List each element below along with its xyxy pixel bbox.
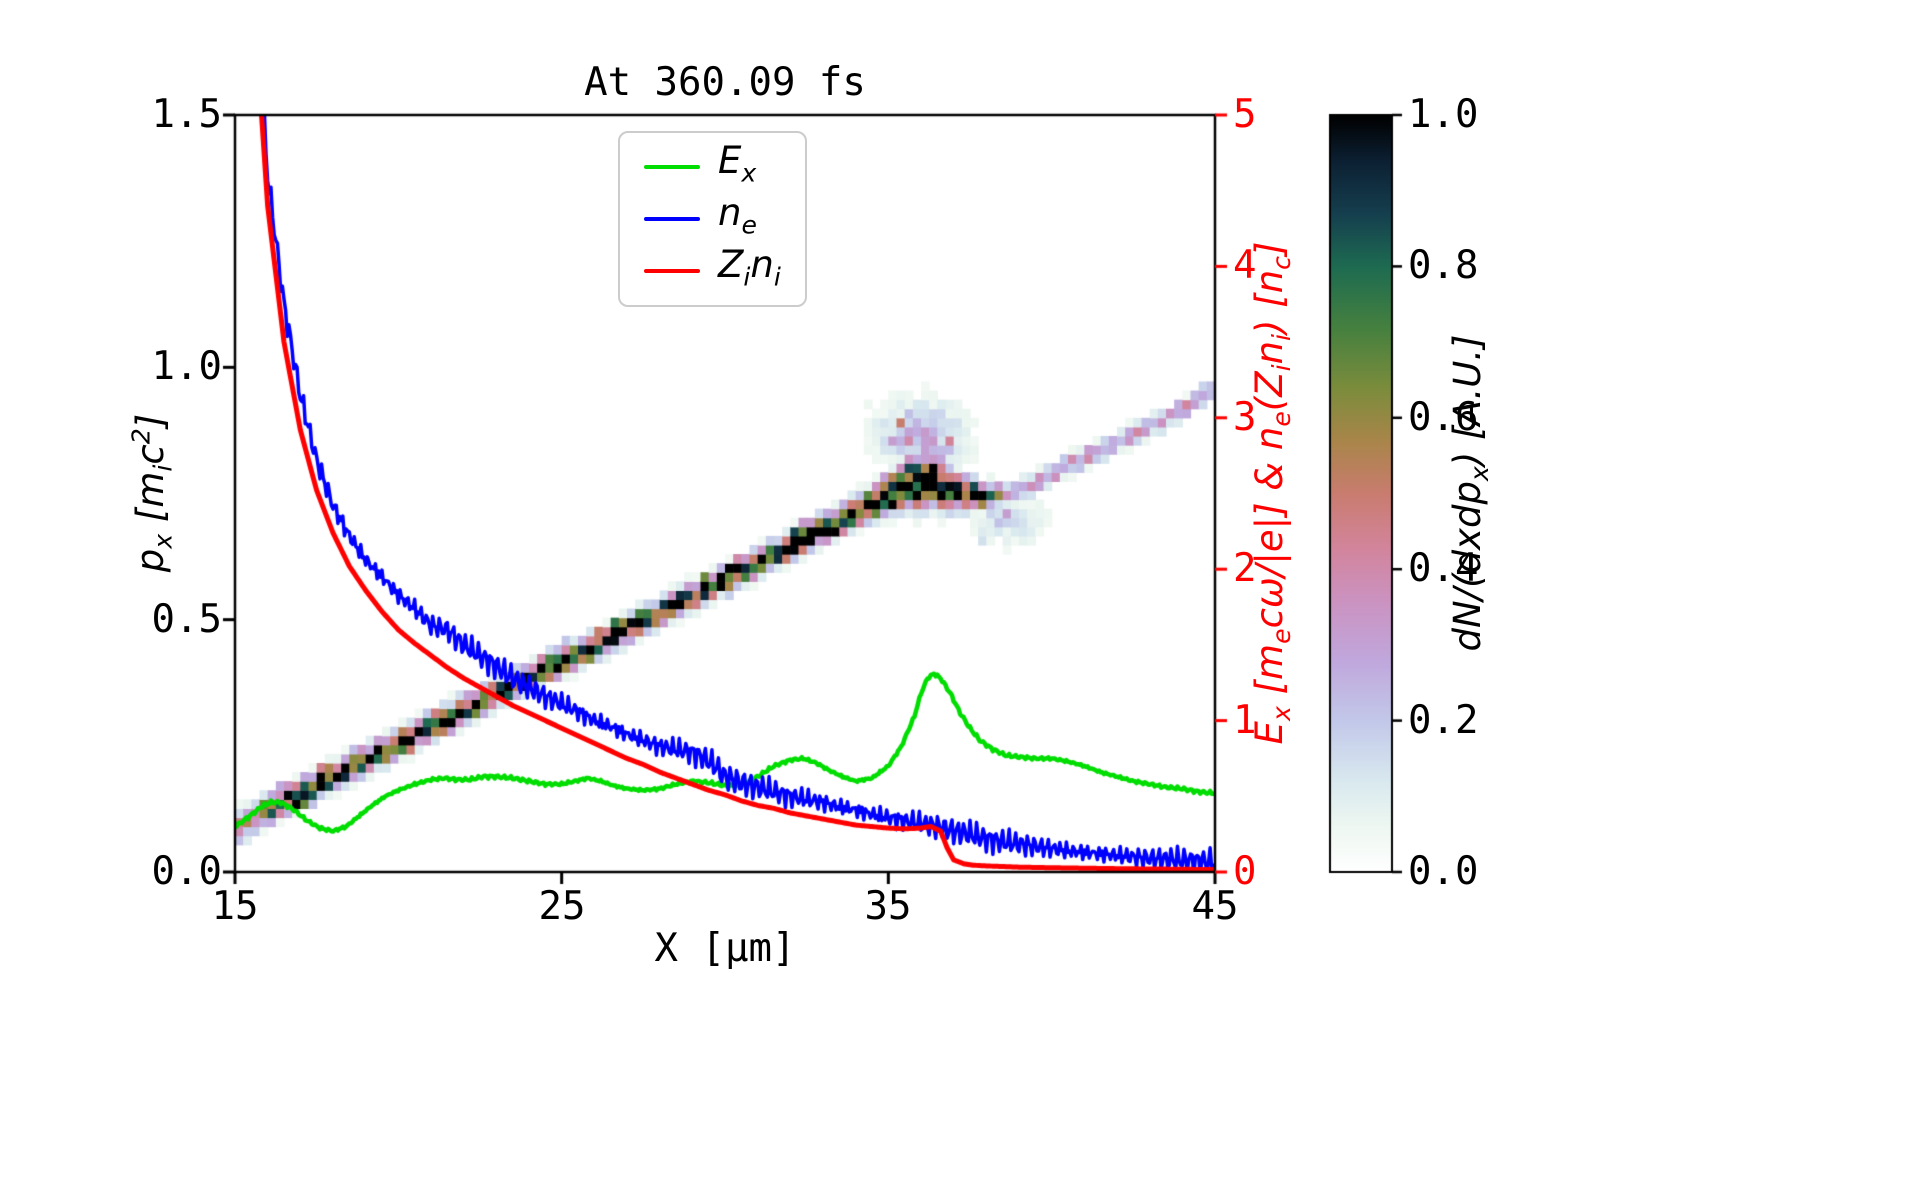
- legend-line-sample-zini: [644, 269, 700, 273]
- y-axis-right-label: Ex [mecω/|e|] & ne(Zini) [nc]: [1247, 241, 1297, 745]
- legend-label-ne: ne: [718, 190, 757, 240]
- legend-item-ex: Ex: [644, 139, 781, 189]
- x-tick-label: 45: [1191, 884, 1239, 929]
- legend-item-zini: Zini: [644, 243, 781, 293]
- legend-item-ne: ne: [644, 191, 781, 241]
- legend-label-zini: Zini: [718, 242, 781, 292]
- x-axis-label: X [μm]: [654, 926, 796, 971]
- y-left-tick-label: 1.5: [151, 92, 222, 137]
- y-right-tick-label: 3: [1233, 395, 1257, 440]
- legend-line-sample-ex: [644, 165, 700, 169]
- colorbar-tick-label: 0.4: [1408, 546, 1479, 591]
- y-right-tick-label: 4: [1233, 243, 1257, 288]
- y-left-tick-label: 0.5: [151, 597, 222, 642]
- colorbar-tick-label: 1.0: [1408, 92, 1479, 137]
- x-tick-label: 35: [864, 884, 912, 929]
- x-tick-label: 15: [211, 884, 259, 929]
- colorbar-tick-label: 0.0: [1408, 849, 1479, 894]
- y-right-tick-label: 0: [1233, 849, 1257, 894]
- y-left-tick-label: 0.0: [151, 849, 222, 894]
- legend-label-ex: Ex: [718, 138, 757, 188]
- colorbar-label: dN/(dxdpx) [A.U.]: [1445, 334, 1495, 652]
- y-left-tick-label: 1.0: [151, 344, 222, 389]
- colorbar-tick-label: 0.2: [1408, 698, 1479, 743]
- colorbar-tick-label: 0.6: [1408, 395, 1479, 440]
- y-right-tick-label: 1: [1233, 698, 1257, 743]
- y-right-tick-label: 2: [1233, 546, 1257, 591]
- colorbar-tick-label: 0.8: [1408, 243, 1479, 288]
- x-tick-label: 25: [538, 884, 586, 929]
- chart-title: At 360.09 fs: [584, 60, 866, 105]
- y-axis-left-label: px [mic2]: [126, 413, 178, 573]
- y-right-tick-label: 5: [1233, 92, 1257, 137]
- legend-line-sample-ne: [644, 217, 700, 221]
- legend: Ex ne Zini: [618, 131, 807, 307]
